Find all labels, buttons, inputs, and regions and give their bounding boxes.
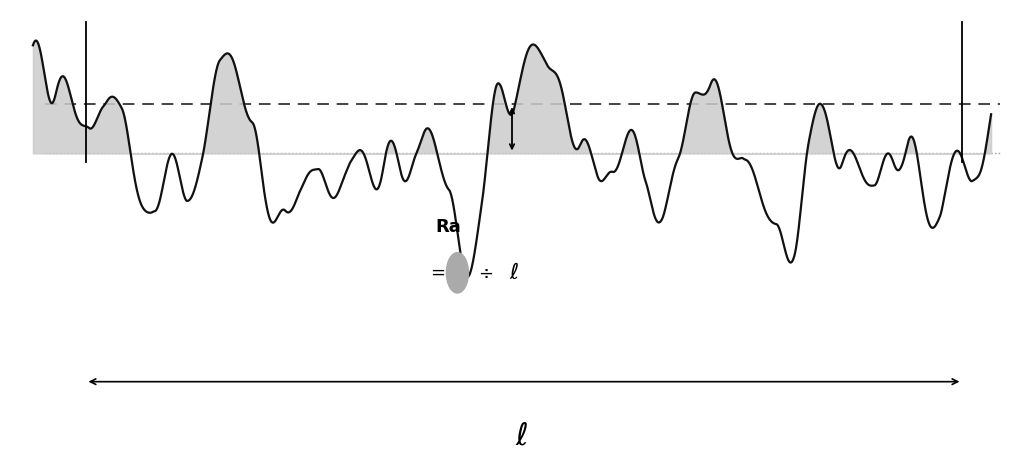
Text: Ra: Ra: [435, 218, 461, 236]
Text: $\div$: $\div$: [478, 264, 494, 282]
Text: $\ell$: $\ell$: [515, 420, 528, 451]
Text: =: =: [430, 264, 445, 282]
Circle shape: [446, 253, 468, 293]
Text: $\ell$: $\ell$: [509, 262, 519, 284]
